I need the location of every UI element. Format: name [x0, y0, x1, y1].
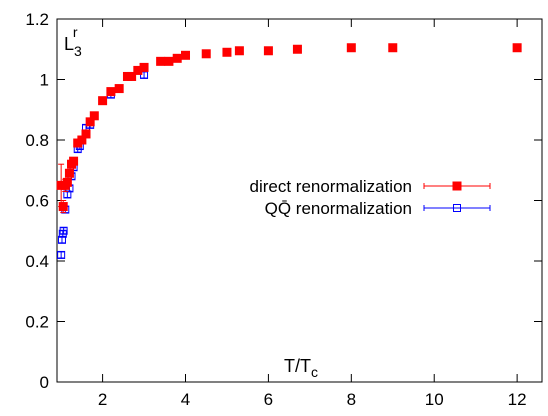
data-point — [114, 84, 124, 94]
legend-label-direct: direct renormalization — [249, 177, 412, 196]
y-tick-label: 1.2 — [25, 10, 49, 29]
data-point — [512, 43, 522, 53]
y-axis-label: L3 r — [64, 24, 82, 59]
data-point — [234, 46, 244, 56]
data-point — [346, 43, 356, 53]
x-tick-label: 8 — [347, 390, 356, 409]
data-point — [81, 129, 91, 139]
x-tick-label: 12 — [508, 390, 527, 409]
data-point — [139, 62, 149, 72]
legend-key-qq — [423, 204, 491, 212]
y-tick-label: 0.6 — [25, 192, 49, 211]
y-axis-label-sub: 3 — [74, 43, 82, 59]
y-tick-label: 0.4 — [25, 252, 49, 271]
legend-marker — [452, 181, 462, 191]
legend: direct renormalization QQ̄ renormalizati… — [249, 177, 491, 218]
data-point — [127, 71, 137, 81]
data-point — [106, 87, 116, 97]
data-point — [164, 56, 174, 66]
axis-tick-labels: 2 4 6 8 10 12 0 0.2 0.4 0.6 0.8 1 1.2 — [25, 10, 526, 409]
data-point — [59, 226, 68, 235]
x-tick-label: 4 — [181, 390, 190, 409]
data-point — [201, 49, 211, 59]
y-tick-label: 0 — [40, 373, 49, 392]
series-direct — [56, 43, 522, 214]
x-tick-label: 2 — [98, 390, 107, 409]
data-point — [64, 168, 74, 178]
data-point — [57, 250, 66, 259]
series-layer — [56, 43, 522, 259]
y-tick-label: 1 — [40, 71, 49, 90]
data-point — [89, 111, 99, 121]
y-axis-label-sup: r — [73, 24, 78, 40]
axis-ticks — [57, 18, 542, 383]
data-point — [263, 46, 273, 56]
data-point — [62, 177, 72, 187]
data-point — [172, 53, 182, 63]
data-point — [181, 50, 191, 60]
data-point — [98, 96, 108, 106]
data-point — [292, 44, 302, 54]
data-point — [388, 43, 398, 53]
y-axis-label-main: L — [64, 34, 74, 54]
data-point — [69, 156, 79, 166]
x-axis-label: T/Tc — [284, 356, 318, 380]
legend-label-qq: QQ̄ renormalization — [265, 199, 412, 218]
data-point — [58, 202, 68, 212]
data-point — [222, 47, 232, 57]
x-axis-label-sub: c — [311, 364, 318, 380]
data-point — [156, 56, 166, 66]
y-tick-label: 0.8 — [25, 131, 49, 150]
legend-marker — [453, 204, 461, 212]
x-tick-label: 10 — [425, 390, 444, 409]
y-tick-label: 0.2 — [25, 313, 49, 332]
legend-key-direct — [423, 181, 491, 191]
x-tick-label: 6 — [264, 390, 273, 409]
x-axis-label-main: T/T — [284, 356, 311, 376]
